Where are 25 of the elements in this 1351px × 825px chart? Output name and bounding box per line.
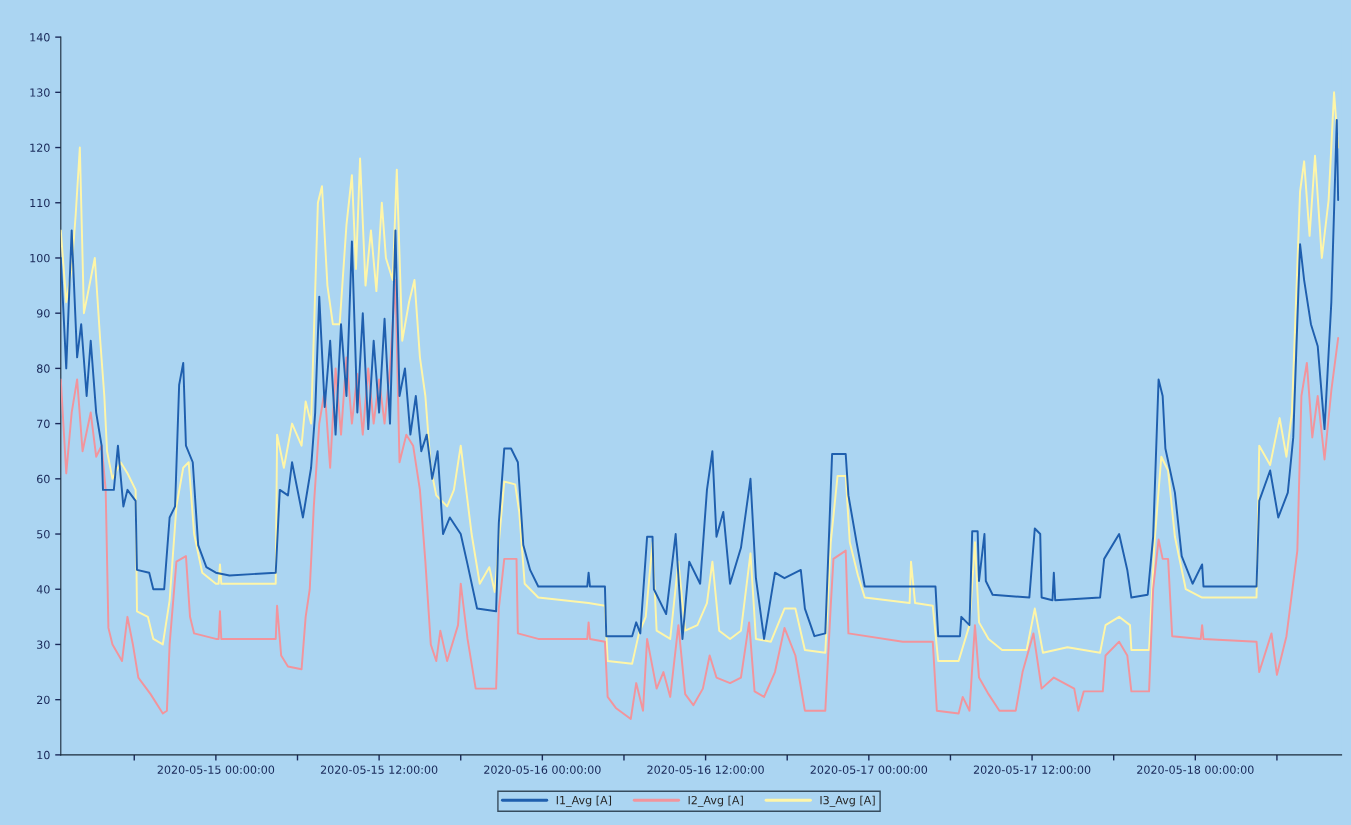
y-tick-label: 140 — [30, 33, 50, 42]
y-tick-label: 60 — [37, 474, 50, 484]
y-tick-label: 50 — [37, 530, 50, 539]
legend-label: I2_Avg [A] — [688, 795, 743, 807]
y-tick-label: 100 — [30, 253, 50, 263]
y-tick-label: 110 — [30, 198, 50, 208]
y-tick-label: 70 — [37, 419, 50, 428]
legend-label: I1_Avg [A] — [556, 795, 612, 807]
legend-label: I3_Avg [A] — [820, 795, 875, 807]
x-tick-label: 2020-05-15 12:00:00 — [320, 765, 438, 774]
y-tick-label: 80 — [36, 364, 50, 373]
x-tick-label: 2020-05-16 12:00:00 — [647, 765, 764, 774]
y-tick-label: 30 — [37, 640, 50, 649]
y-tick-label: 130 — [30, 88, 50, 97]
x-tick-label: 2020-05-17 00:00:00 — [810, 765, 928, 774]
y-tick-label: 120 — [30, 143, 50, 152]
x-tick-label: 2020-05-15 00:00:00 — [157, 765, 275, 774]
x-tick-label: 2020-05-17 12:00:00 — [973, 765, 1091, 774]
x-tick-label: 2020-05-18 00:00:00 — [1137, 765, 1254, 774]
y-tick-label: 10 — [37, 750, 50, 760]
y-tick-label: 20 — [37, 695, 50, 705]
y-tick-label: 90 — [36, 309, 50, 318]
line-series — [60, 279, 1340, 720]
y-tick-label: 40 — [36, 585, 50, 594]
x-tick-label: 2020-05-16 00:00:00 — [484, 765, 601, 774]
